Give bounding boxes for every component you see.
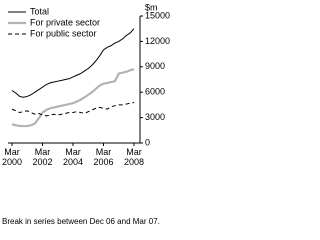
- series-line: [11, 101, 135, 117]
- y-tick-label: 15000: [145, 10, 170, 20]
- x-tick-label: Mar 2000: [2, 147, 22, 167]
- y-tick-label: 3000: [145, 112, 165, 122]
- y-tick-label: 12000: [145, 36, 170, 46]
- legend-label: For public sector: [30, 28, 97, 38]
- x-tick-label: Mar 2006: [93, 147, 113, 167]
- series-line: [11, 28, 135, 98]
- x-tick-label: Mar 2008: [124, 147, 144, 167]
- x-tick-label: Mar 2002: [32, 147, 52, 167]
- series-line: [11, 68, 135, 128]
- y-tick-label: 9000: [145, 61, 165, 71]
- x-tick-label: Mar 2004: [63, 147, 83, 167]
- chart: $m Break in series between Dec 06 and Ma…: [2, 2, 170, 226]
- y-unit: $m: [145, 2, 158, 12]
- y-tick-label: 6000: [145, 87, 165, 97]
- legend-label: For private sector: [30, 17, 100, 27]
- legend-label: Total: [30, 6, 49, 16]
- footnote: Break in series between Dec 06 and Mar 0…: [2, 217, 160, 226]
- y-tick-label: 0: [145, 137, 150, 147]
